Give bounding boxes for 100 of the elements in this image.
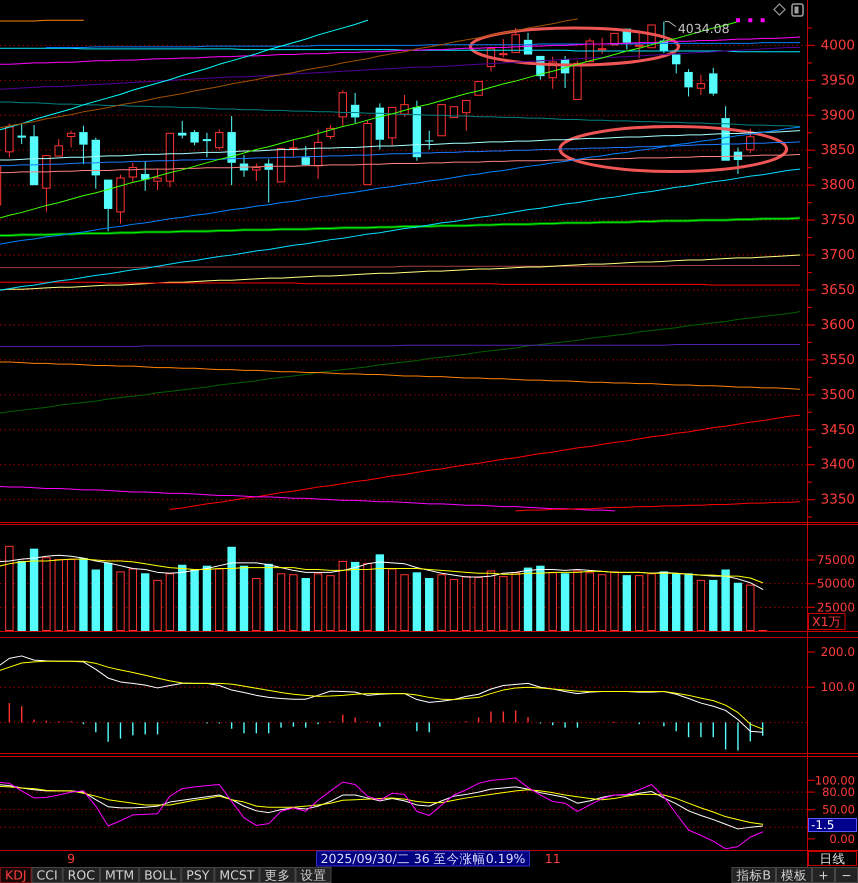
- candlestick: [92, 137, 100, 190]
- y-tick-label: 0.00: [829, 832, 855, 846]
- bar: [314, 573, 322, 631]
- candlestick: [227, 116, 236, 186]
- bar: [190, 569, 199, 631]
- bar: [660, 571, 668, 631]
- y-tick-label: 3850: [820, 142, 855, 158]
- candlestick: [412, 100, 422, 162]
- bar: [128, 568, 138, 631]
- bar: [634, 575, 644, 631]
- bar: [302, 578, 310, 631]
- text: -1.5: [811, 818, 834, 832]
- y-tick-label: 3650: [820, 282, 855, 298]
- candlestick: [499, 38, 508, 58]
- bar: [240, 566, 248, 631]
- y-tick-label: 3800: [820, 177, 855, 194]
- text: 日线: [820, 851, 846, 866]
- bar: [153, 580, 162, 631]
- bar: [66, 559, 76, 631]
- y-tick-label: 3500: [820, 386, 855, 403]
- bar: [462, 576, 470, 631]
- bar: [610, 571, 619, 631]
- candlestick: [42, 155, 51, 212]
- y-tick-label: 3750: [820, 212, 855, 228]
- candlestick: [672, 54, 680, 74]
- y-tick-label: 3900: [820, 107, 855, 124]
- candlestick: [437, 104, 446, 136]
- text: 2025/09/30/二 36 至今涨幅0.19%: [320, 851, 526, 866]
- bar: [376, 554, 384, 631]
- bar: [474, 577, 483, 631]
- bar: [499, 576, 508, 631]
- bar: [338, 560, 347, 631]
- y-tick-label: 50000: [816, 576, 855, 591]
- text: 更多: [264, 868, 290, 882]
- candlestick: [116, 174, 125, 224]
- bar: [30, 548, 38, 631]
- candlestick: [684, 68, 693, 97]
- text: PSY: [186, 868, 210, 882]
- bar: [215, 568, 224, 631]
- candlestick: [302, 146, 310, 165]
- y-tick-label: 100.0: [820, 680, 855, 694]
- y-tick-label: 3400: [820, 456, 855, 473]
- text: −: [841, 868, 852, 882]
- text: CCI: [36, 868, 58, 882]
- candlestick: [79, 125, 88, 165]
- candlestick: [178, 120, 186, 139]
- candlestick: [104, 180, 112, 232]
- bar: [412, 572, 422, 631]
- bar: [400, 574, 409, 631]
- bar: [425, 578, 434, 631]
- bar: [18, 560, 26, 631]
- candlestick: [634, 32, 644, 58]
- y-tick-label: 3350: [820, 492, 855, 508]
- candlestick: [376, 102, 384, 150]
- bar: [178, 564, 186, 631]
- candlestick: [54, 138, 63, 157]
- bar: [326, 575, 335, 631]
- bar: [598, 574, 606, 631]
- y-tick-label: 80.00: [822, 785, 855, 800]
- text: 设置: [300, 868, 326, 882]
- y-tick-label: 4000: [820, 37, 855, 54]
- candlestick: [140, 160, 150, 192]
- bar: [264, 564, 273, 631]
- candlestick: [166, 132, 174, 188]
- bar: [511, 572, 520, 631]
- bar: [350, 562, 360, 631]
- x-tick-label: 9: [67, 851, 76, 866]
- bar: [734, 582, 742, 631]
- y-tick-label: 3700: [820, 247, 855, 264]
- bar: [92, 569, 100, 631]
- bar: [79, 558, 88, 631]
- bar: [573, 570, 582, 631]
- candlestick: [709, 67, 718, 96]
- y-tick-label: 3550: [820, 352, 855, 368]
- candlestick: [338, 90, 347, 126]
- y-tick-label: 3600: [820, 316, 855, 333]
- bar: [363, 562, 372, 631]
- text: 指标B: [735, 868, 771, 882]
- candlestick: [18, 123, 26, 144]
- bar: [276, 573, 286, 631]
- text: MCST: [219, 868, 255, 882]
- bar: [536, 566, 545, 631]
- bar: [746, 584, 755, 631]
- bar: [560, 573, 570, 631]
- candlestick: [153, 168, 162, 191]
- candlestick: [66, 130, 76, 148]
- text: KDJ: [5, 868, 27, 882]
- bar: [524, 568, 532, 631]
- bar: [42, 557, 51, 631]
- text: 模板: [781, 868, 807, 882]
- candlestick: [696, 74, 706, 96]
- text: +: [818, 868, 829, 882]
- bar: [388, 568, 396, 631]
- candlestick: [350, 92, 360, 124]
- candlestick: [190, 129, 199, 146]
- bar: [721, 569, 730, 631]
- bar: [140, 573, 150, 631]
- candlestick: [573, 60, 582, 100]
- bar: [586, 572, 594, 631]
- bar: [548, 572, 557, 631]
